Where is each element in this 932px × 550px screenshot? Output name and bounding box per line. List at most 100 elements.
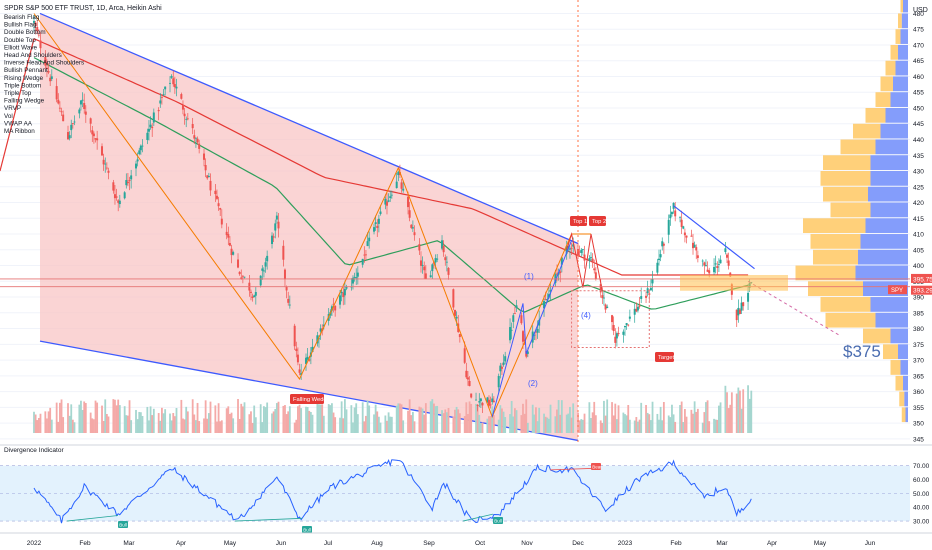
vp-bar-up <box>901 13 908 29</box>
bull-divergence-line <box>66 515 119 522</box>
vp-bar-up <box>904 391 908 407</box>
y-tick-label: 435 <box>913 153 924 160</box>
volume-bar <box>577 412 579 433</box>
vp-bar-up <box>895 60 908 76</box>
bull-divergence-line <box>234 517 303 522</box>
candle-body <box>366 241 369 247</box>
volume-bar <box>739 390 741 433</box>
volume-bar <box>556 409 558 433</box>
candle-body <box>107 170 110 173</box>
volume-bar <box>593 401 596 433</box>
candle-body <box>60 111 63 113</box>
candle-body <box>319 328 322 332</box>
candle-body <box>78 109 81 114</box>
volume-bar <box>696 408 699 433</box>
vp-bar-down <box>863 328 891 344</box>
vp-bar-down <box>875 92 891 107</box>
volume-bar <box>635 417 638 433</box>
candle-body <box>580 249 583 253</box>
candle-body <box>342 292 345 298</box>
volume-bar <box>421 408 424 433</box>
volume-bar <box>578 420 581 433</box>
volume-bar <box>198 421 201 433</box>
candle-body <box>71 123 74 124</box>
volume-bar <box>645 404 647 433</box>
osc-y-tick-label: 40.00 <box>913 505 930 512</box>
candle-body <box>296 354 299 363</box>
volume-bar <box>343 399 346 433</box>
candle-body <box>139 145 142 151</box>
candle-body <box>241 275 244 277</box>
volume-bar <box>327 404 330 433</box>
candle-body <box>747 292 750 302</box>
volume-bar <box>216 421 218 433</box>
vp-bar-up <box>903 375 908 391</box>
volume-bar <box>520 415 523 433</box>
candle-body <box>379 211 382 215</box>
target-label: Target <box>658 355 675 361</box>
indicator-list-item: VRVP <box>4 105 21 112</box>
volume-bar <box>399 403 401 433</box>
volume-bar <box>318 404 320 433</box>
volume-bar <box>118 405 121 433</box>
volume-bar <box>397 403 400 433</box>
candle-body <box>742 302 745 307</box>
candle-body <box>330 306 333 311</box>
candle-body <box>262 270 265 272</box>
volume-bar <box>353 407 356 433</box>
candle-body <box>500 366 503 369</box>
candle-body <box>384 198 387 205</box>
candle-body <box>572 244 575 247</box>
volume-bar <box>141 416 144 433</box>
y-tick-label: 400 <box>913 263 924 270</box>
x-tick-label: Jul <box>324 540 333 547</box>
volume-bar <box>128 400 131 433</box>
candle-body <box>683 232 686 236</box>
top1-label-bg <box>570 216 587 226</box>
candle-body <box>249 291 252 293</box>
volume-bar <box>504 417 507 433</box>
volume-bar <box>321 404 324 433</box>
volume-bar <box>703 412 706 433</box>
volume-bar <box>377 416 380 433</box>
candle-body <box>423 266 426 271</box>
volume-bar <box>727 408 730 433</box>
candle-body <box>353 276 356 278</box>
y-tick-label: 380 <box>913 326 924 333</box>
volume-bar <box>497 419 500 433</box>
volume-bar <box>70 404 73 433</box>
candle-body <box>364 254 367 256</box>
volume-bar <box>633 420 636 433</box>
volume-bar <box>535 407 537 433</box>
oscillator-pane: Divergence Indicator Bull Bull Bull Bear 30.0… <box>0 447 930 533</box>
candle-body <box>81 99 84 101</box>
candle-body <box>240 277 243 279</box>
volume-bar <box>332 412 335 433</box>
candle-body <box>400 182 403 189</box>
volume-bar <box>251 422 254 433</box>
volume-bar <box>263 406 265 433</box>
price-tag-lower-bg <box>911 285 932 295</box>
y-tick-label: 440 <box>913 137 924 144</box>
candle-body <box>387 200 390 202</box>
volume-bar <box>547 418 550 433</box>
volume-bar <box>662 402 665 433</box>
volume-bar <box>170 420 173 433</box>
volume-bar <box>254 417 257 433</box>
candle-body <box>478 401 481 403</box>
indicator-list-item: Bullish Pennant <box>4 67 48 74</box>
volume-bar <box>209 401 212 433</box>
candle-body <box>559 271 562 274</box>
candle-body <box>419 260 422 266</box>
vp-bar-up <box>860 234 908 249</box>
candle-body <box>58 107 61 109</box>
candle-body <box>441 240 444 249</box>
indicator-list-item: Vol <box>4 113 13 120</box>
candle-body <box>180 94 183 99</box>
candle-body <box>502 362 505 365</box>
volume-bar <box>436 405 439 433</box>
volume-bar <box>282 405 285 433</box>
volume-bar <box>339 417 341 433</box>
candle-body <box>135 163 138 169</box>
volume-bar <box>196 402 199 433</box>
